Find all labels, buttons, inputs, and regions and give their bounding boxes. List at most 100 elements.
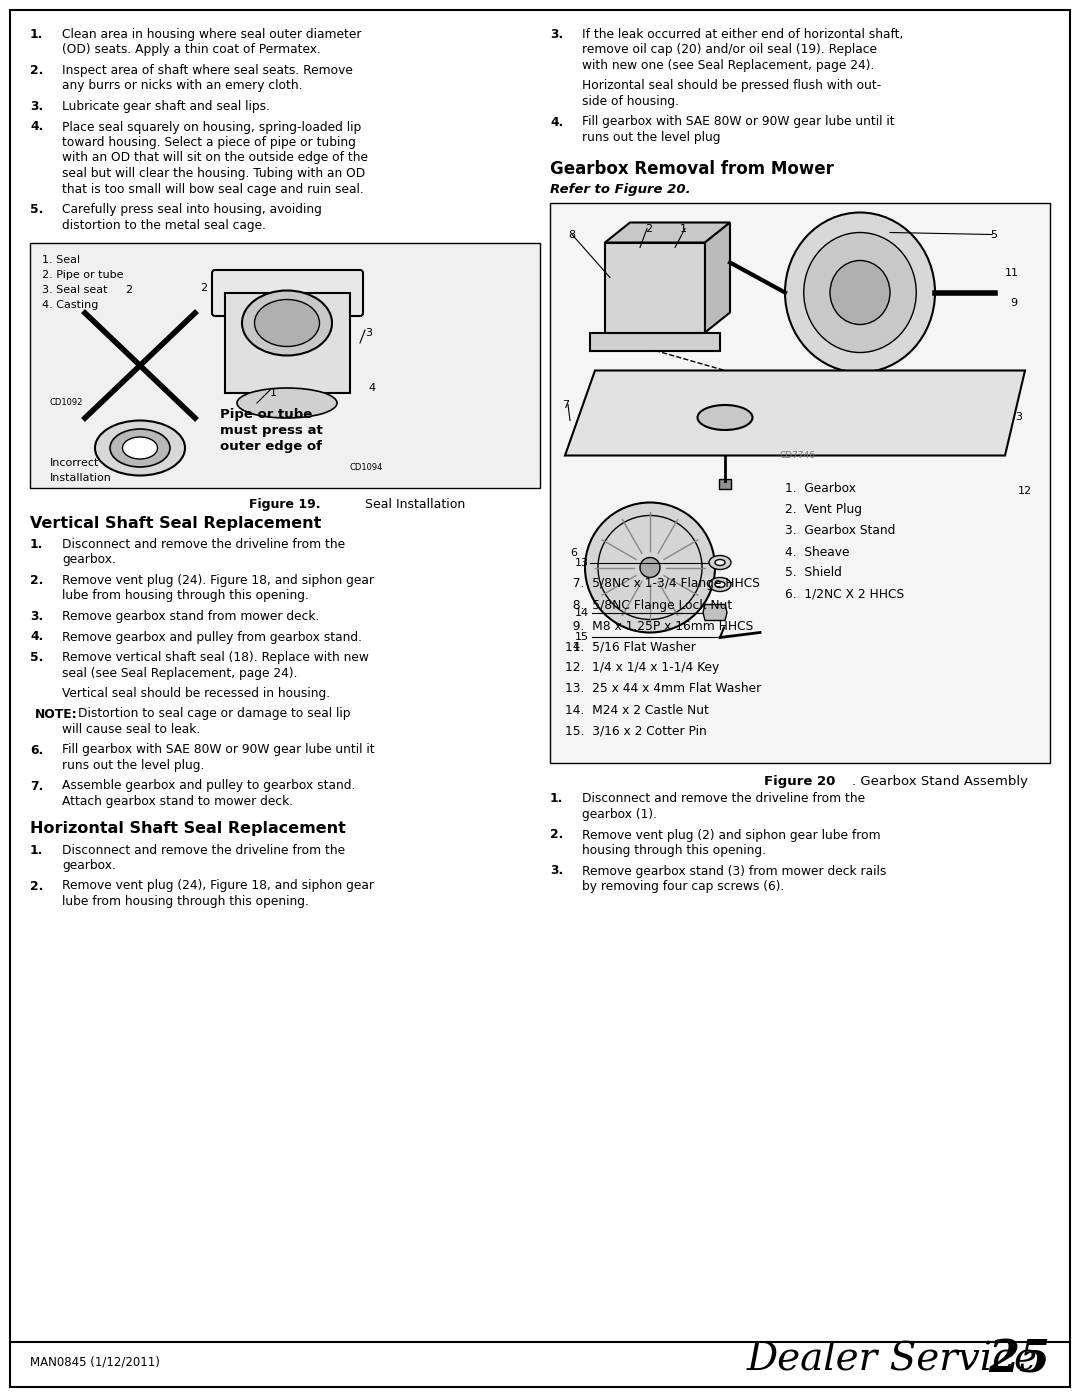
Text: Clean area in housing where seal outer diameter: Clean area in housing where seal outer d… (62, 28, 362, 41)
Text: 1.: 1. (550, 792, 564, 806)
Text: Fill gearbox with SAE 80W or 90W gear lube until it: Fill gearbox with SAE 80W or 90W gear lu… (582, 116, 894, 129)
Text: Figure 19.: Figure 19. (249, 497, 321, 511)
Ellipse shape (95, 420, 185, 475)
Text: CD7746: CD7746 (780, 450, 816, 460)
Ellipse shape (715, 560, 725, 566)
Text: lube from housing through this opening.: lube from housing through this opening. (62, 590, 309, 602)
Ellipse shape (122, 437, 158, 460)
Text: Installation: Installation (50, 474, 112, 483)
Text: 13.  25 x 44 x 4mm Flat Washer: 13. 25 x 44 x 4mm Flat Washer (565, 683, 761, 696)
Text: Disconnect and remove the driveline from the: Disconnect and remove the driveline from… (62, 538, 346, 550)
Text: seal but will clear the housing. Tubing with an OD: seal but will clear the housing. Tubing … (62, 168, 365, 180)
Bar (605, 243, 705, 332)
Ellipse shape (242, 291, 332, 355)
Text: MAN0845 (1/12/2011): MAN0845 (1/12/2011) (30, 1355, 160, 1369)
Text: 4. Casting: 4. Casting (42, 300, 98, 310)
Ellipse shape (715, 581, 725, 588)
Text: Disconnect and remove the driveline from the: Disconnect and remove the driveline from… (582, 792, 865, 806)
Polygon shape (703, 605, 727, 620)
Text: If the leak occurred at either end of horizontal shaft,: If the leak occurred at either end of ho… (582, 28, 903, 41)
Ellipse shape (640, 557, 660, 577)
Ellipse shape (708, 556, 731, 570)
Text: (OD) seats. Apply a thin coat of Permatex.: (OD) seats. Apply a thin coat of Permate… (62, 43, 321, 56)
Text: 15.  3/16 x 2 Cotter Pin: 15. 3/16 x 2 Cotter Pin (565, 725, 706, 738)
Text: Seal Installation: Seal Installation (365, 497, 465, 511)
Text: Vertical seal should be recessed in housing.: Vertical seal should be recessed in hous… (62, 687, 330, 700)
Text: 3.: 3. (30, 610, 43, 623)
Polygon shape (565, 370, 1025, 455)
Text: 8: 8 (568, 231, 576, 240)
Text: Remove vertical shaft seal (18). Replace with new: Remove vertical shaft seal (18). Replace… (62, 651, 369, 664)
Text: gearbox (1).: gearbox (1). (582, 807, 657, 821)
Text: 7.: 7. (30, 780, 43, 792)
Text: Carefully press seal into housing, avoiding: Carefully press seal into housing, avoid… (62, 203, 322, 217)
Text: Remove gearbox and pulley from gearbox stand.: Remove gearbox and pulley from gearbox s… (62, 630, 362, 644)
Text: 3. Seal seat: 3. Seal seat (42, 285, 108, 295)
Text: with new one (see Seal Replacement, page 24).: with new one (see Seal Replacement, page… (582, 59, 875, 73)
Text: Refer to Figure 20.: Refer to Figure 20. (550, 183, 690, 196)
Ellipse shape (255, 299, 320, 346)
Text: Incorrect: Incorrect (50, 458, 99, 468)
Text: distortion to the metal seal cage.: distortion to the metal seal cage. (62, 218, 266, 232)
Text: 7: 7 (562, 401, 569, 411)
Text: NOTE:: NOTE: (35, 707, 78, 721)
Text: 3: 3 (365, 328, 372, 338)
Ellipse shape (585, 503, 715, 633)
Text: 14.  M24 x 2 Castle Nut: 14. M24 x 2 Castle Nut (565, 704, 708, 717)
Text: 15: 15 (575, 633, 589, 643)
Text: 4: 4 (572, 643, 579, 652)
Text: must press at: must press at (220, 425, 323, 437)
Polygon shape (719, 479, 731, 489)
Ellipse shape (708, 577, 731, 591)
Text: 4.  Sheave: 4. Sheave (785, 545, 850, 559)
Bar (225, 293, 350, 393)
Text: 5.: 5. (30, 203, 43, 217)
Text: 4.: 4. (550, 116, 564, 129)
Bar (550, 203, 1050, 763)
FancyBboxPatch shape (212, 270, 363, 316)
Text: 7.  5/8NC x 1-3/4 Flange HHCS: 7. 5/8NC x 1-3/4 Flange HHCS (565, 577, 760, 591)
Text: 2.: 2. (30, 574, 43, 587)
Text: Assemble gearbox and pulley to gearbox stand.: Assemble gearbox and pulley to gearbox s… (62, 780, 355, 792)
Text: 4: 4 (368, 383, 375, 393)
Text: that is too small will bow seal cage and ruin seal.: that is too small will bow seal cage and… (62, 183, 364, 196)
Text: 11.  5/16 Flat Washer: 11. 5/16 Flat Washer (565, 640, 696, 654)
Text: 25: 25 (988, 1338, 1050, 1382)
Text: Remove vent plug (24), Figure 18, and siphon gear: Remove vent plug (24), Figure 18, and si… (62, 880, 374, 893)
Text: 5.: 5. (30, 651, 43, 664)
Text: toward housing. Select a piece of pipe or tubing: toward housing. Select a piece of pipe o… (62, 136, 356, 149)
Text: 1.  Gearbox: 1. Gearbox (785, 482, 856, 496)
Polygon shape (705, 222, 730, 332)
Text: 1: 1 (270, 388, 276, 398)
Ellipse shape (804, 232, 916, 352)
Text: 3.  Gearbox Stand: 3. Gearbox Stand (785, 524, 895, 538)
Text: side of housing.: side of housing. (582, 95, 679, 108)
Text: Pipe or tube: Pipe or tube (220, 408, 312, 420)
Text: remove oil cap (20) and/or oil seal (19). Replace: remove oil cap (20) and/or oil seal (19)… (582, 43, 877, 56)
Text: Attach gearbox stand to mower deck.: Attach gearbox stand to mower deck. (62, 795, 293, 807)
Text: 2: 2 (645, 225, 652, 235)
Text: Remove gearbox stand (3) from mower deck rails: Remove gearbox stand (3) from mower deck… (582, 865, 887, 877)
Text: 14: 14 (575, 608, 589, 617)
Text: Horizontal Shaft Seal Replacement: Horizontal Shaft Seal Replacement (30, 821, 346, 837)
Text: 2.: 2. (550, 828, 564, 841)
Text: 2: 2 (200, 284, 207, 293)
Text: housing through this opening.: housing through this opening. (582, 844, 766, 856)
Text: 8.  5/8NC Flange Lock Nut: 8. 5/8NC Flange Lock Nut (565, 598, 732, 612)
Text: Figure 20: Figure 20 (765, 774, 836, 788)
Text: with an OD that will sit on the outside edge of the: with an OD that will sit on the outside … (62, 151, 368, 165)
Text: Inspect area of shaft where seal seats. Remove: Inspect area of shaft where seal seats. … (62, 64, 353, 77)
Text: Place seal squarely on housing, spring-loaded lip: Place seal squarely on housing, spring-l… (62, 120, 361, 134)
Text: Remove vent plug (2) and siphon gear lube from: Remove vent plug (2) and siphon gear lub… (582, 828, 880, 841)
Text: 6: 6 (570, 548, 577, 557)
Text: 2.: 2. (30, 64, 43, 77)
Text: 2. Pipe or tube: 2. Pipe or tube (42, 270, 123, 279)
Text: 3.: 3. (30, 101, 43, 113)
Ellipse shape (237, 388, 337, 418)
Text: 4.: 4. (30, 630, 43, 644)
Text: 2.  Vent Plug: 2. Vent Plug (785, 503, 862, 517)
Text: Gearbox Removal from Mower: Gearbox Removal from Mower (550, 159, 834, 177)
Text: Horizontal seal should be pressed flush with out-: Horizontal seal should be pressed flush … (582, 80, 881, 92)
Ellipse shape (785, 212, 935, 373)
Text: 1.: 1. (30, 538, 43, 550)
